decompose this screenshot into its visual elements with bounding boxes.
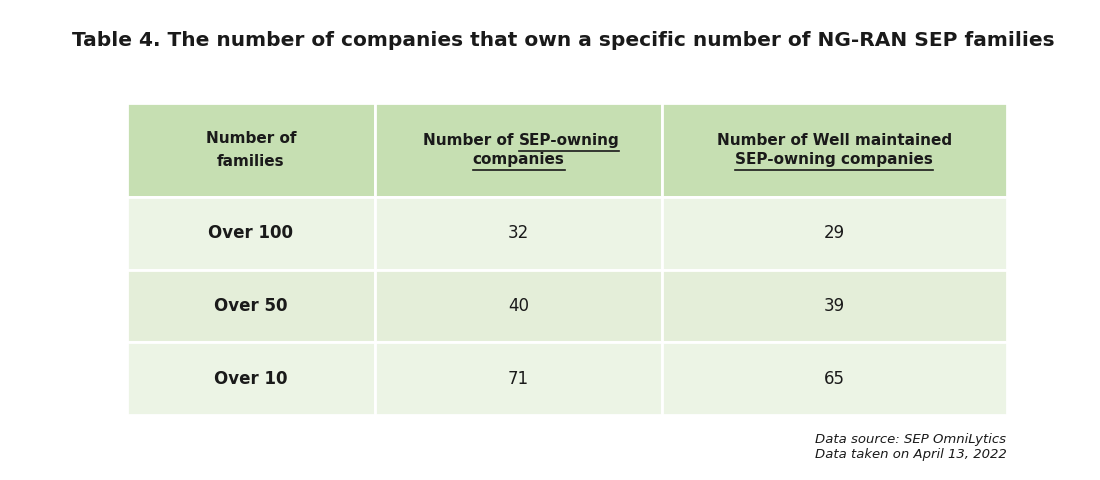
Text: Number of
families: Number of families: [206, 131, 296, 169]
Text: 71: 71: [508, 370, 529, 388]
Text: 65: 65: [824, 370, 845, 388]
Text: Table 4. The number of companies that own a specific number of NG-RAN SEP famili: Table 4. The number of companies that ow…: [72, 31, 1054, 50]
Text: Over 10: Over 10: [214, 370, 287, 388]
Text: Over 50: Over 50: [214, 297, 287, 315]
Text: SEP-owning: SEP-owning: [519, 133, 619, 148]
Text: Over 100: Over 100: [208, 224, 294, 242]
Text: 32: 32: [508, 224, 529, 242]
Text: Number of Well maintained: Number of Well maintained: [717, 133, 952, 148]
Text: 40: 40: [508, 297, 529, 315]
Text: Number of: Number of: [422, 133, 519, 148]
Text: Data source: SEP OmniLytics
Data taken on April 13, 2022: Data source: SEP OmniLytics Data taken o…: [815, 433, 1006, 461]
Text: SEP-owning companies: SEP-owning companies: [736, 152, 933, 167]
Text: companies: companies: [473, 152, 564, 167]
Text: 39: 39: [824, 297, 845, 315]
Text: 29: 29: [824, 224, 845, 242]
